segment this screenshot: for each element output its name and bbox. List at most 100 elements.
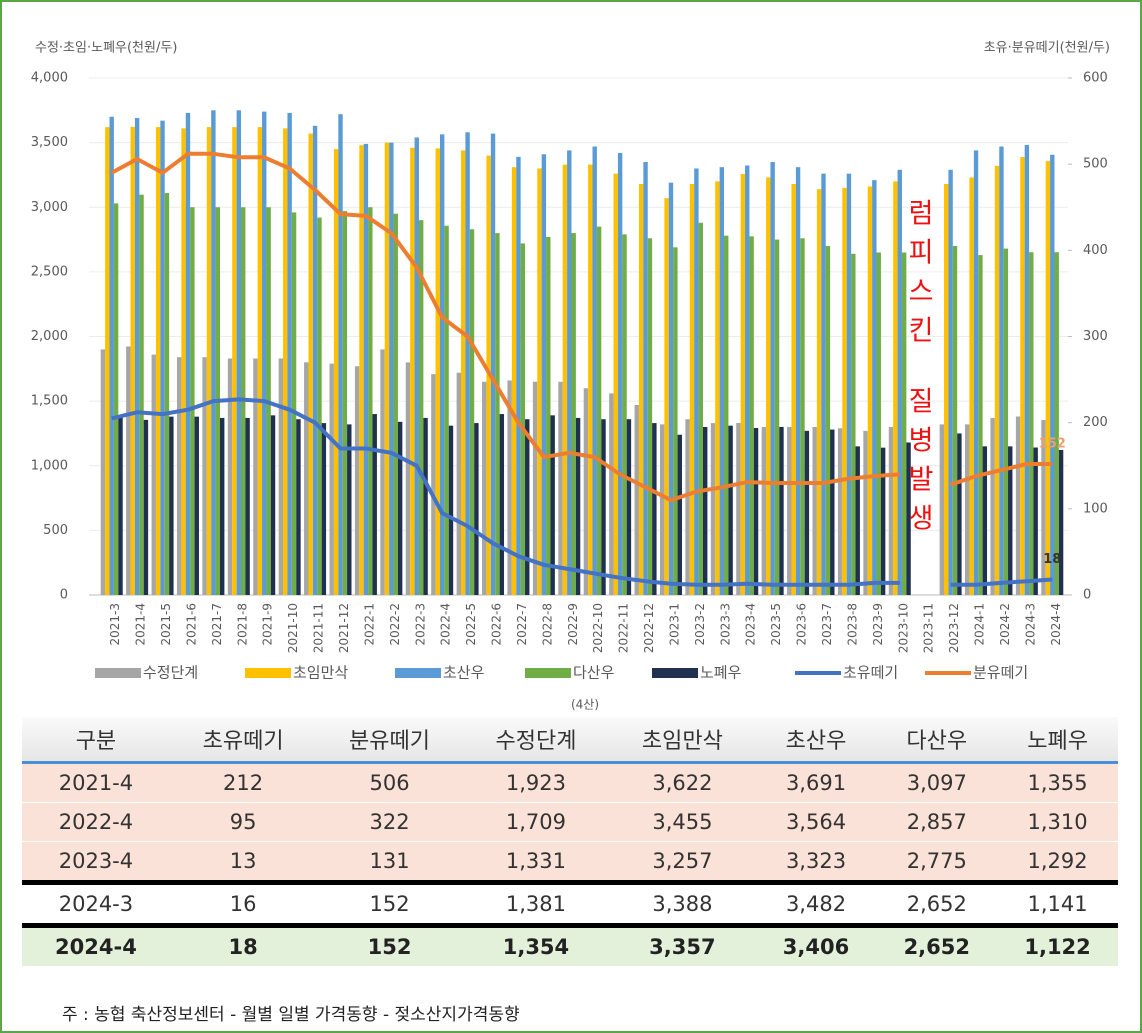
legend-label: 다산우 — [573, 664, 615, 682]
chart: 수정·초임·노폐우(천원/두) 초유·분유떼기(천원/두) (4산) 0 500 1… — [31, 41, 1110, 712]
bar — [867, 186, 873, 595]
data-label: 152 — [1039, 437, 1066, 452]
bar — [812, 426, 817, 595]
bar — [550, 415, 555, 595]
table-row: 2023-4 13 131 1,331 3,257 3,323 2,775 1,292 — [22, 841, 1118, 885]
bar — [439, 134, 445, 595]
bar — [897, 169, 902, 595]
bar — [151, 354, 156, 595]
x-tick-label: 2021-12 — [337, 603, 351, 653]
bar — [270, 415, 276, 595]
table-cell: 3,482 — [755, 882, 877, 928]
x-tick-label: 2021-4 — [134, 603, 148, 646]
bar — [562, 164, 568, 595]
bar — [1029, 252, 1034, 595]
bar — [194, 416, 199, 595]
header-row: 구분 초유떼기 분유떼기 수정단계 초임만삭 초산우 다산우 노폐우 — [22, 717, 1118, 764]
bar — [830, 429, 835, 595]
bar — [448, 425, 454, 595]
bar — [1015, 416, 1021, 595]
bar — [1024, 144, 1030, 596]
bar — [1050, 154, 1055, 595]
bar — [855, 446, 860, 595]
y2-tick-label: 400 — [1083, 243, 1108, 258]
x-tick-label: 2021-5 — [159, 603, 173, 646]
x-tick-label: 2024-4 — [1049, 603, 1063, 646]
x-tick-label: 2024-1 — [973, 603, 987, 646]
bar — [638, 183, 644, 596]
legend-swatch — [525, 668, 571, 678]
bar — [990, 417, 995, 595]
bar — [257, 127, 263, 596]
bar — [469, 229, 475, 595]
bar — [965, 424, 970, 595]
bar — [659, 424, 665, 595]
x-tick-label: 2023-12 — [947, 603, 961, 653]
bar — [389, 142, 394, 595]
y-tick-label: 1,500 — [31, 394, 68, 409]
table-cell: 2,857 — [876, 802, 998, 842]
x-tick-label: 2022-1 — [362, 603, 376, 646]
annotation: 럼 — [909, 199, 934, 230]
bar — [181, 128, 186, 595]
bar — [677, 434, 682, 595]
bar — [791, 183, 796, 596]
data-table: 구분 초유떼기 분유떼기 수정단계 초임만삭 초산우 다산우 노폐우 2021-4 212 506 1… — [22, 717, 1118, 966]
legend-label: 초유떼기 — [843, 664, 898, 682]
bar — [143, 419, 149, 595]
bar — [863, 430, 868, 595]
bar — [227, 358, 233, 595]
table-row: 2022-4 95 322 1,709 3,455 3,564 2,857 1,310 — [22, 802, 1118, 842]
x-tick-label: 2021-11 — [312, 603, 326, 653]
table-cell: 3,388 — [609, 882, 756, 928]
line-series — [110, 151, 1053, 503]
bar — [719, 167, 725, 595]
bar — [423, 417, 428, 595]
bar — [702, 426, 708, 595]
bar — [176, 357, 182, 595]
x-tick-label: 2023-10 — [896, 603, 910, 653]
bar — [520, 243, 526, 595]
bar — [749, 236, 754, 596]
bar — [410, 147, 415, 596]
bar — [338, 114, 343, 595]
y-tick-label: 0 — [60, 588, 68, 603]
table-cell: 1,923 — [462, 762, 610, 803]
y2-tick-label: 100 — [1083, 501, 1108, 516]
header-cell: 노폐우 — [997, 717, 1118, 764]
bar — [465, 132, 470, 595]
y-tick-label: 500 — [43, 523, 68, 538]
bar — [418, 220, 424, 596]
bar — [952, 246, 958, 595]
bar — [842, 187, 847, 596]
bar — [816, 189, 822, 595]
table-cell: 13 — [169, 841, 317, 885]
x-tick-label: 2022-4 — [439, 603, 453, 646]
bar — [588, 164, 593, 595]
bar — [511, 167, 517, 595]
bar — [939, 424, 945, 595]
x-tick-label: 2022-11 — [617, 603, 631, 653]
bar — [609, 393, 614, 595]
bar — [575, 417, 581, 595]
bar — [435, 148, 440, 595]
bar — [525, 419, 530, 595]
table-cell: 2,775 — [876, 841, 998, 885]
y-tick-label: 3,000 — [31, 200, 68, 215]
bar — [499, 414, 505, 595]
bar — [617, 152, 623, 595]
bar — [414, 137, 419, 595]
bar — [592, 146, 597, 595]
x-tick-label: 2023-5 — [769, 603, 783, 646]
bar — [689, 183, 695, 596]
bar — [753, 428, 759, 595]
bar — [787, 426, 792, 595]
bar — [384, 142, 390, 595]
x-tick-label: 2021-10 — [286, 603, 300, 653]
bar — [804, 430, 810, 595]
bar — [728, 425, 733, 595]
bar — [1058, 449, 1064, 595]
bar — [317, 217, 322, 595]
bar — [456, 372, 462, 595]
x-tick-label: 2023-7 — [820, 603, 834, 646]
